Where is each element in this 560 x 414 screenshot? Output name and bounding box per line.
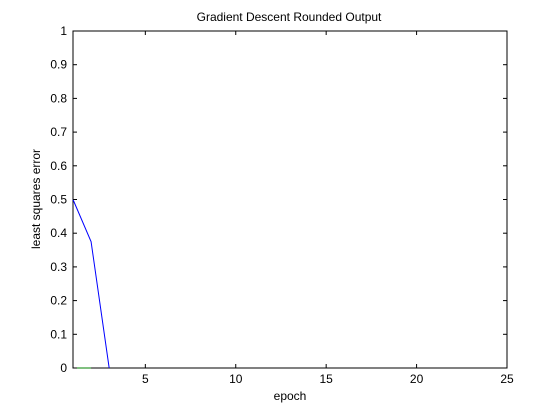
y-axis-label: least squares error bbox=[29, 149, 43, 249]
chart-title: Gradient Descent Rounded Output bbox=[197, 10, 382, 24]
x-tick-label: 5 bbox=[142, 372, 149, 386]
y-tick-label: 0.8 bbox=[50, 91, 67, 105]
plot-area bbox=[72, 30, 508, 369]
y-tick-label: 0.2 bbox=[50, 294, 67, 308]
y-tick-label: 0.1 bbox=[50, 327, 67, 341]
series-line-1 bbox=[72, 199, 110, 369]
y-tick-label: 0.5 bbox=[50, 193, 67, 207]
y-tick-label: 0.6 bbox=[50, 159, 67, 173]
x-tick-label: 15 bbox=[319, 372, 333, 386]
x-tick-label: 10 bbox=[229, 372, 243, 386]
y-tick-label: 1 bbox=[60, 24, 67, 38]
y-tick-label: 0.4 bbox=[50, 226, 67, 240]
y-tick-label: 0.9 bbox=[50, 58, 67, 72]
y-tick-label: 0.7 bbox=[50, 125, 67, 139]
y-tick-label: 0 bbox=[60, 361, 67, 375]
ticks-layer: 5 10 15 20 25 0 0.1 0.2 0.3 0.4 0.5 0.6 0.7 0.8 0.9 1 bbox=[50, 24, 514, 386]
x-tick-label: 20 bbox=[410, 372, 424, 386]
x-tick-label: 25 bbox=[500, 372, 514, 386]
y-tick-label: 0.3 bbox=[50, 260, 67, 274]
x-axis-label: epoch bbox=[274, 389, 307, 403]
